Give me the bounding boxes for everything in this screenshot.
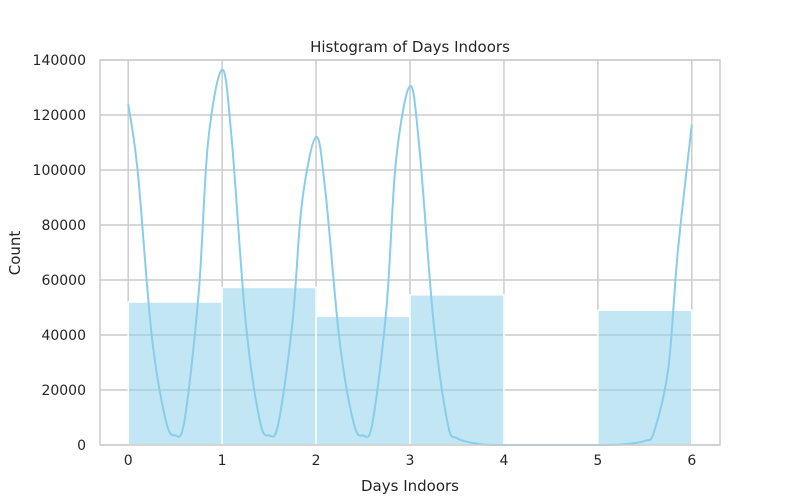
y-axis-ticks: 0 20000 40000 60000 80000 100000 120000 140000 — [33, 53, 86, 454]
y-tick-label: 140000 — [33, 53, 86, 69]
y-tick-label: 120000 — [33, 108, 86, 124]
x-tick-label: 2 — [312, 453, 321, 469]
x-tick-label: 1 — [218, 453, 227, 469]
x-tick-label: 5 — [593, 453, 602, 469]
y-tick-label: 0 — [77, 438, 86, 454]
x-tick-label: 0 — [124, 453, 133, 469]
chart-title: Histogram of Days Indoors — [310, 38, 510, 56]
y-tick-label: 40000 — [41, 328, 86, 344]
y-tick-label: 100000 — [33, 163, 86, 179]
x-axis-ticks: 0 1 2 3 4 5 6 — [124, 453, 697, 469]
histogram-bar — [221, 286, 317, 446]
x-tick-label: 4 — [499, 453, 508, 469]
histogram-bars — [127, 286, 693, 446]
x-axis-label: Days Indoors — [361, 477, 459, 495]
y-axis-label: Count — [6, 231, 24, 276]
y-tick-label: 80000 — [41, 218, 86, 234]
histogram-bar — [127, 301, 223, 446]
x-tick-label: 3 — [406, 453, 415, 469]
y-tick-label: 20000 — [41, 383, 86, 399]
histogram-bar — [315, 315, 411, 446]
y-tick-label: 60000 — [41, 273, 86, 289]
plot-frame — [99, 59, 721, 446]
x-tick-label: 6 — [687, 453, 696, 469]
histogram-bar — [409, 294, 505, 446]
histogram-bar — [597, 309, 693, 446]
